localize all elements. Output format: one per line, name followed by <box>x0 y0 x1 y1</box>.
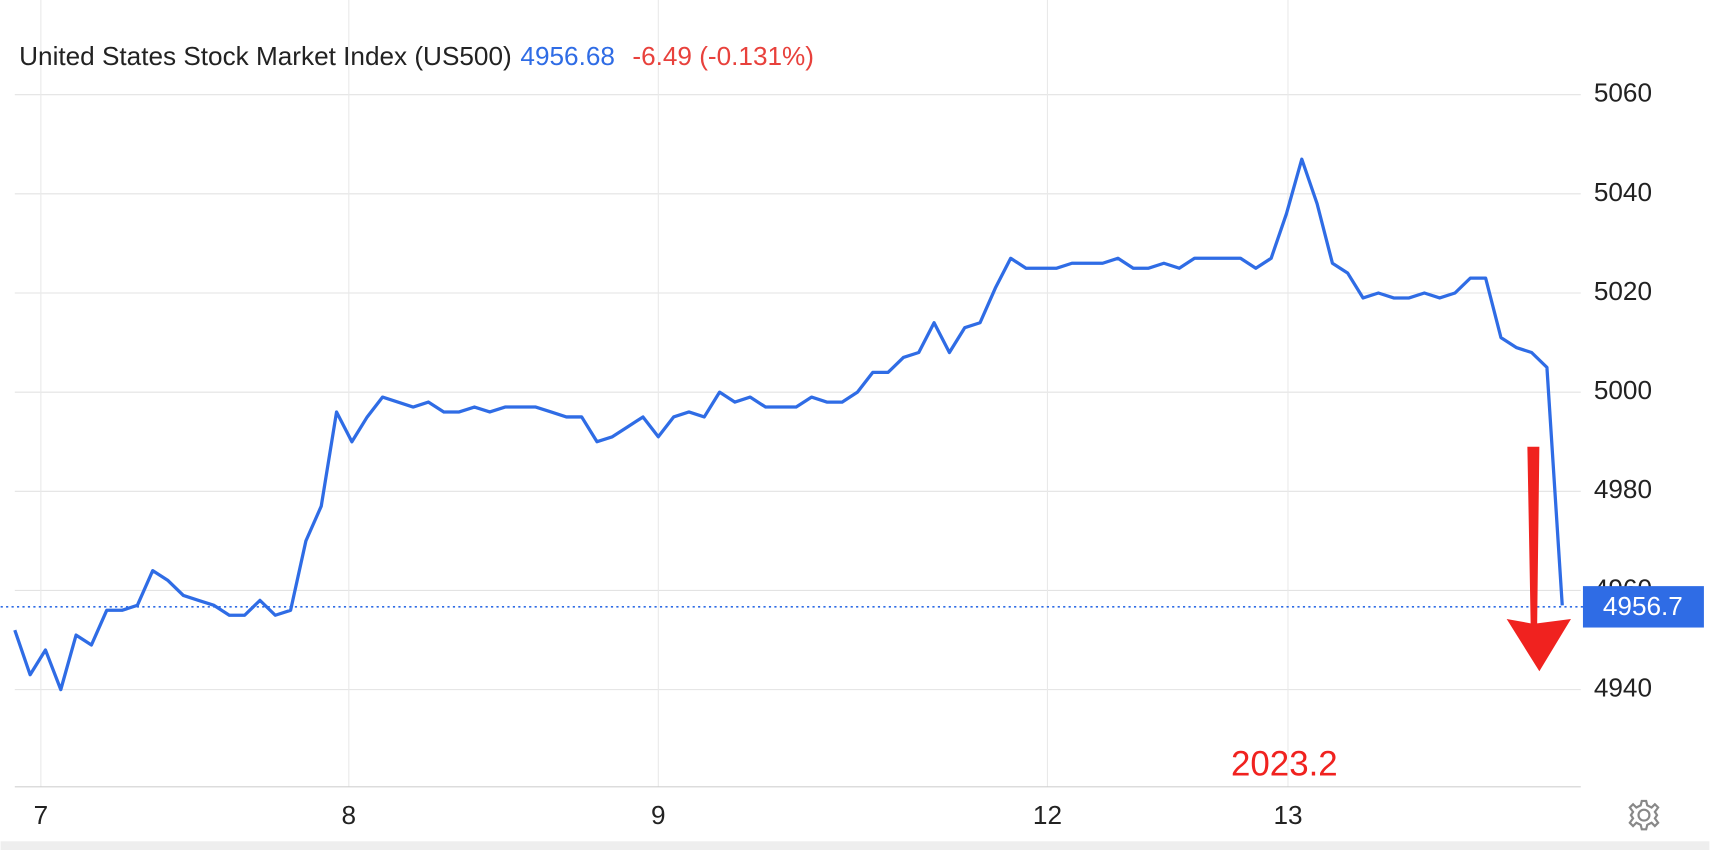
x-tick-label: 9 <box>651 800 666 830</box>
y-tick-label: 4940 <box>1594 673 1652 703</box>
x-tick-label: 8 <box>342 800 357 830</box>
x-tick-label: 7 <box>34 800 49 830</box>
header: United States Stock Market Index (US500)… <box>19 41 814 71</box>
last-price-label: 4956.7 <box>1603 591 1683 621</box>
bottom-strip <box>0 841 1710 850</box>
annotation: 2023.2 <box>1231 744 1338 783</box>
y-tick-label: 5040 <box>1594 177 1652 207</box>
settings-icon[interactable] <box>1628 799 1660 831</box>
y-tick-label: 5020 <box>1594 276 1652 306</box>
gear-outline <box>1628 799 1660 831</box>
y-tick-label: 5060 <box>1594 78 1652 108</box>
price: 4956.68 <box>520 41 615 71</box>
y-tick-label: 4980 <box>1594 474 1652 504</box>
gear-center <box>1637 808 1651 822</box>
price-change: -6.49 (-0.131%) <box>632 41 814 71</box>
last-price-box <box>1582 586 1704 628</box>
x-tick-label: 12 <box>1033 800 1062 830</box>
plot: 494049604980500050205040506078912134956.… <box>0 0 1704 830</box>
red-arrow <box>1506 446 1571 672</box>
x-tick-label: 13 <box>1273 800 1302 830</box>
y-tick-label: 5000 <box>1594 375 1652 405</box>
price-line <box>13 157 1564 692</box>
chart-title: United States Stock Market Index (US500) <box>19 41 512 71</box>
arrow <box>1506 446 1571 672</box>
